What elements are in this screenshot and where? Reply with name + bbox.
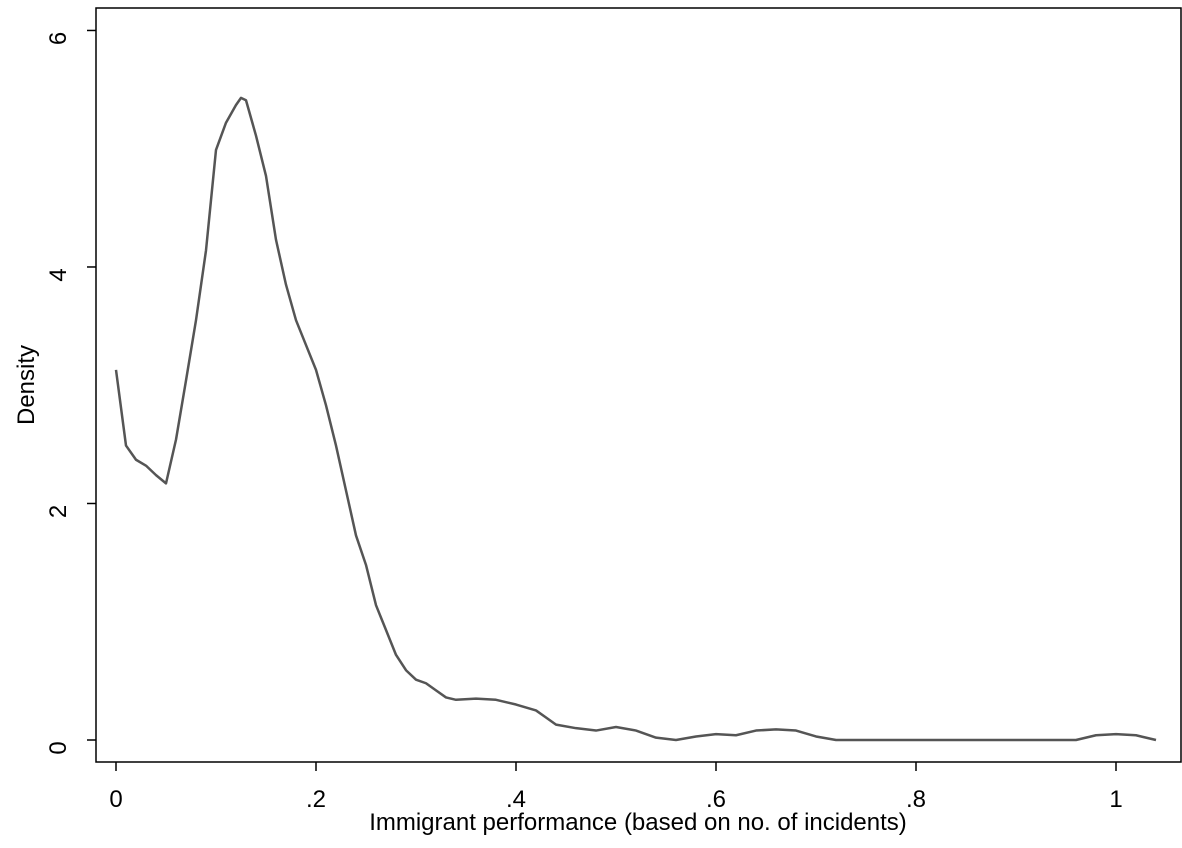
y-tick-label: 6 [45,32,72,45]
x-axis-label: Immigrant performance (based on no. of i… [369,809,907,836]
y-tick-label: 2 [45,505,72,518]
x-tick-label: 0 [109,786,122,813]
y-tick-label: 4 [45,268,72,281]
x-tick-label: .8 [906,786,926,813]
x-tick-label: 1 [1109,786,1122,813]
plot-frame [95,7,1182,763]
y-tick-label: 0 [45,741,72,754]
y-axis-label: Density [13,345,40,425]
x-tick-label: .6 [706,786,726,813]
x-tick-label: .2 [306,786,326,813]
x-tick-label: .4 [506,786,526,813]
density-line [114,96,1157,742]
